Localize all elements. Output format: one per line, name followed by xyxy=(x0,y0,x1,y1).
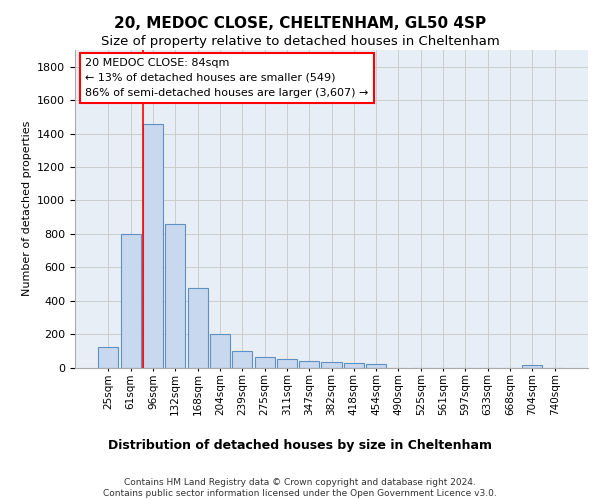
Bar xyxy=(188,288,208,368)
Bar xyxy=(232,351,252,368)
Bar xyxy=(277,359,297,368)
Bar xyxy=(254,356,275,368)
Y-axis label: Number of detached properties: Number of detached properties xyxy=(22,121,32,296)
Bar xyxy=(98,348,118,368)
Bar xyxy=(366,364,386,368)
Bar xyxy=(121,234,141,368)
Bar xyxy=(143,124,163,368)
Bar xyxy=(344,364,364,368)
Bar xyxy=(322,362,341,368)
Text: 20 MEDOC CLOSE: 84sqm
← 13% of detached houses are smaller (549)
86% of semi-det: 20 MEDOC CLOSE: 84sqm ← 13% of detached … xyxy=(85,58,368,98)
Bar xyxy=(299,361,319,368)
Text: Contains HM Land Registry data © Crown copyright and database right 2024.
Contai: Contains HM Land Registry data © Crown c… xyxy=(103,478,497,498)
Bar xyxy=(522,365,542,368)
Text: Size of property relative to detached houses in Cheltenham: Size of property relative to detached ho… xyxy=(101,35,499,48)
Bar xyxy=(210,334,230,368)
Text: 20, MEDOC CLOSE, CHELTENHAM, GL50 4SP: 20, MEDOC CLOSE, CHELTENHAM, GL50 4SP xyxy=(114,16,486,32)
Bar xyxy=(165,224,185,368)
Text: Distribution of detached houses by size in Cheltenham: Distribution of detached houses by size … xyxy=(108,440,492,452)
